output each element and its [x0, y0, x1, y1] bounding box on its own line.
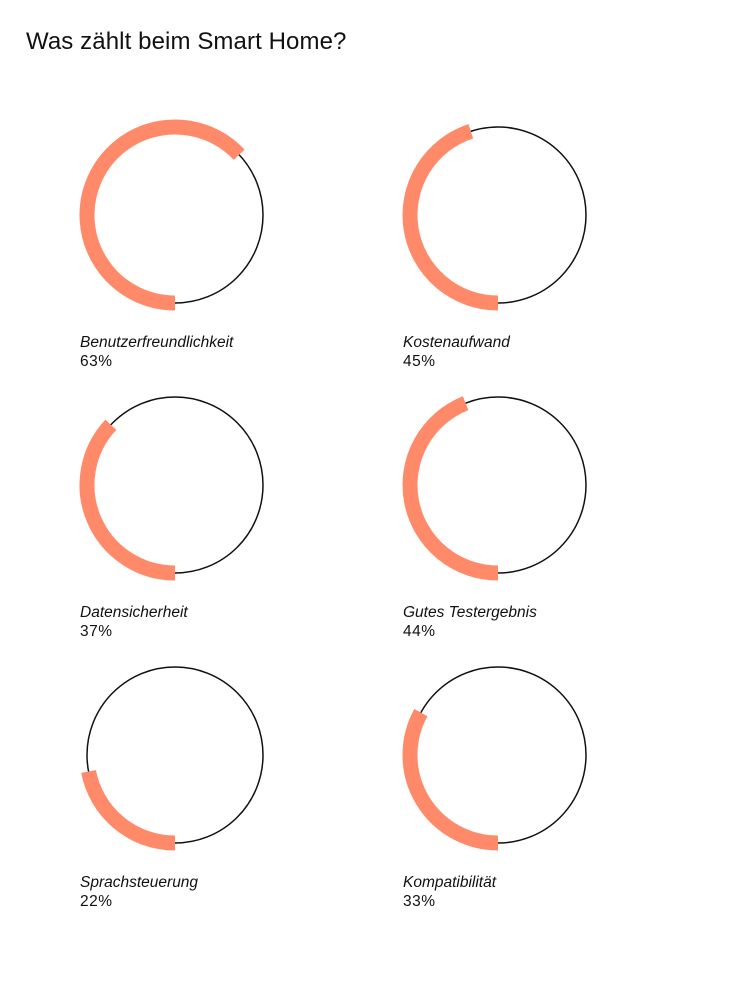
donut-label: Datensicherheit: [80, 604, 188, 621]
donut-value-arc: [402, 124, 499, 311]
donut-card: Benutzerfreundlichkeit 63%: [79, 119, 380, 390]
donut-value-arc: [79, 119, 245, 311]
donut-value: 63%: [80, 353, 113, 370]
donut-card: Kompatibilität 33%: [402, 660, 703, 930]
donut-card: Gutes Testergebnis 44%: [402, 390, 703, 660]
chart-title: Was zählt beim Smart Home?: [26, 28, 347, 55]
donut-value: 44%: [403, 623, 436, 640]
donut-label: Benutzerfreundlichkeit: [80, 334, 234, 351]
donut-card: Kostenaufwand 45%: [402, 120, 703, 390]
donut-label: Sprachsteuerung: [80, 874, 199, 891]
donut-value-arc: [402, 396, 499, 581]
donut-chart: [402, 666, 587, 851]
donut-label: Kostenaufwand: [403, 334, 510, 351]
donut-chart: [402, 396, 587, 581]
donut-value: 45%: [403, 353, 436, 370]
donut-chart: [402, 124, 587, 311]
donut-card: Sprachsteuerung 22%: [80, 660, 380, 930]
donut-chart: [79, 119, 264, 311]
donut-chart: [79, 396, 264, 581]
donut-value: 22%: [80, 893, 113, 910]
donut-label: Gutes Testergebnis: [403, 604, 537, 621]
donut-chart: [81, 666, 264, 851]
donut-label: Kompatibilität: [403, 874, 497, 891]
donut-value-arc: [81, 769, 176, 851]
donut-value: 37%: [80, 623, 113, 640]
donut-value-arc: [79, 419, 176, 581]
donut-value-arc: [402, 709, 499, 851]
donut-value: 33%: [403, 893, 436, 910]
donut-card: Datensicherheit 37%: [79, 390, 380, 660]
